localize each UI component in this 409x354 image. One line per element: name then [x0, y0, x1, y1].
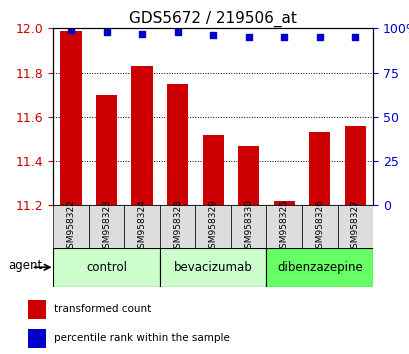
- Text: GSM958324: GSM958324: [137, 199, 146, 254]
- Bar: [238, 145, 259, 205]
- Text: GSM958323: GSM958323: [102, 199, 111, 254]
- Point: [351, 34, 358, 40]
- FancyBboxPatch shape: [266, 248, 372, 287]
- Text: agent: agent: [9, 259, 43, 272]
- Bar: [28, 329, 46, 348]
- FancyBboxPatch shape: [53, 205, 89, 248]
- Bar: [60, 30, 81, 205]
- Text: GSM958328: GSM958328: [173, 199, 182, 254]
- Title: GDS5672 / 219506_at: GDS5672 / 219506_at: [129, 11, 297, 27]
- Bar: [273, 201, 294, 205]
- FancyBboxPatch shape: [124, 205, 160, 248]
- Point: [67, 27, 74, 33]
- FancyBboxPatch shape: [160, 205, 195, 248]
- Point: [209, 33, 216, 38]
- FancyBboxPatch shape: [89, 205, 124, 248]
- Text: transformed count: transformed count: [54, 304, 151, 314]
- Bar: [308, 132, 330, 205]
- Text: GSM958329: GSM958329: [208, 199, 217, 254]
- Text: GSM958325: GSM958325: [279, 199, 288, 254]
- Text: GSM958322: GSM958322: [66, 199, 75, 254]
- Text: GSM958326: GSM958326: [315, 199, 324, 254]
- Bar: [344, 126, 365, 205]
- Text: GSM958330: GSM958330: [244, 199, 253, 254]
- Point: [280, 34, 287, 40]
- Bar: [28, 300, 46, 319]
- FancyBboxPatch shape: [337, 205, 372, 248]
- FancyBboxPatch shape: [266, 205, 301, 248]
- Text: control: control: [86, 261, 127, 274]
- Point: [139, 31, 145, 36]
- Text: percentile rank within the sample: percentile rank within the sample: [54, 333, 229, 343]
- Bar: [131, 66, 153, 205]
- Bar: [202, 135, 223, 205]
- Point: [174, 29, 180, 35]
- FancyBboxPatch shape: [230, 205, 266, 248]
- FancyBboxPatch shape: [195, 205, 230, 248]
- Text: GSM958327: GSM958327: [350, 199, 359, 254]
- FancyBboxPatch shape: [53, 248, 160, 287]
- Point: [245, 34, 252, 40]
- Bar: [96, 95, 117, 205]
- FancyBboxPatch shape: [301, 205, 337, 248]
- Point: [103, 29, 110, 35]
- Text: dibenzazepine: dibenzazepine: [276, 261, 362, 274]
- FancyBboxPatch shape: [160, 248, 266, 287]
- Point: [316, 34, 322, 40]
- Bar: [166, 84, 188, 205]
- Text: bevacizumab: bevacizumab: [173, 261, 252, 274]
